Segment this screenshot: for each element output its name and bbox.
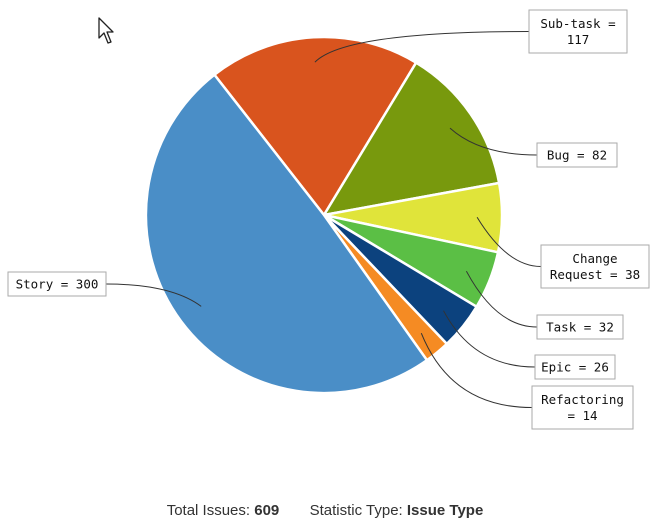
data-label-story: Story = 300 bbox=[16, 277, 99, 292]
data-label-sub-task: 117 bbox=[567, 32, 590, 47]
label-box-task bbox=[536, 314, 624, 340]
leader-line-task bbox=[465, 270, 538, 328]
leader-line-refactoring bbox=[420, 333, 533, 408]
label-box-change-request bbox=[540, 244, 650, 289]
pie-slice-story[interactable] bbox=[144, 73, 429, 395]
leader-line-change-request bbox=[476, 217, 542, 267]
data-label-task: Task = 32 bbox=[546, 320, 614, 335]
data-label-bug: Bug = 82 bbox=[547, 148, 607, 163]
mouse-pointer-icon bbox=[98, 17, 114, 44]
statistic-type-value: Issue Type bbox=[406, 502, 484, 519]
pie-slice-sub-task[interactable] bbox=[213, 35, 418, 217]
leader-line-sub-task bbox=[314, 31, 530, 63]
data-label-epic: Epic = 26 bbox=[541, 360, 609, 375]
data-label-refactoring: = 14 bbox=[567, 408, 597, 423]
data-label-sub-task: Sub-task = bbox=[540, 16, 615, 31]
pie-slice-bug[interactable] bbox=[322, 61, 501, 217]
data-label-change-request: Request = 38 bbox=[550, 267, 640, 282]
leader-line-story bbox=[105, 283, 202, 307]
statistic-type-label: Statistic Type: bbox=[309, 502, 403, 519]
label-box-bug bbox=[536, 142, 618, 168]
total-issues-label: Total Issues: bbox=[166, 502, 251, 519]
label-box-epic bbox=[534, 354, 616, 380]
label-box-sub-task bbox=[528, 9, 628, 54]
label-box-refactoring bbox=[531, 385, 634, 430]
leader-line-epic bbox=[443, 310, 536, 368]
data-label-refactoring: Refactoring bbox=[541, 392, 624, 407]
total-issues-value: 609 bbox=[254, 502, 280, 519]
leader-line-bug bbox=[449, 127, 538, 156]
label-box-story bbox=[7, 271, 107, 297]
chart-footer: Total Issues: 609 Statistic Type: Issue … bbox=[0, 502, 650, 519]
data-label-change-request: Change bbox=[572, 251, 617, 266]
